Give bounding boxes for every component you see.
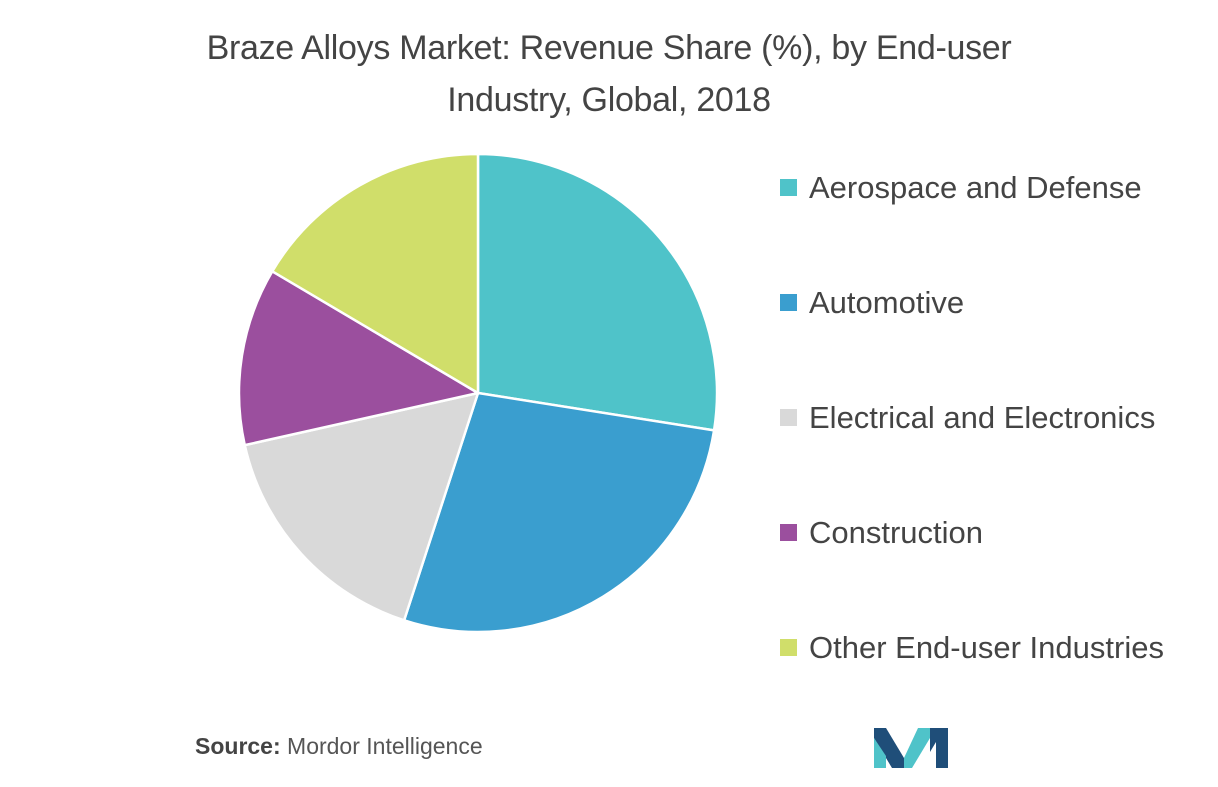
mordor-intelligence-logo-icon <box>874 728 948 768</box>
legend-label: Construction <box>809 515 984 550</box>
source-text: Mordor Intelligence <box>287 733 483 759</box>
legend-swatch <box>780 639 797 657</box>
source-note: Source: Mordor Intelligence <box>195 733 483 760</box>
legend-swatch <box>780 179 797 197</box>
legend-item-other-end-user-industries: Other End-user Industries <box>780 628 1164 668</box>
pie-slice-aerospace-and-defense <box>476 152 719 432</box>
chart-title-line-1: Braze Alloys Market: Revenue Share (%), … <box>206 29 1012 67</box>
legend-item-construction: Construction <box>780 513 983 553</box>
legend-swatch <box>780 294 797 312</box>
legend-label: Electrical and Electronics <box>809 400 1156 435</box>
pie-slice-electrical-and-electronics <box>243 391 480 622</box>
pie-slice-automotive <box>402 391 716 634</box>
legend-label: Other End-user Industries <box>809 630 1164 665</box>
legend-item-automotive: Automotive <box>780 283 964 323</box>
legend-item-electrical-and-electronics: Electrical and Electronics <box>780 398 1155 438</box>
legend-swatch <box>780 409 797 427</box>
pie-slice-other-end-user-industries <box>271 152 480 395</box>
legend-label: Automotive <box>809 285 965 320</box>
legend-item-aerospace-and-defense: Aerospace and Defense <box>780 168 1142 208</box>
source-label: Source: <box>195 733 281 759</box>
pie-slice-construction <box>237 270 480 447</box>
legend-swatch <box>780 524 797 542</box>
chart-title-line-2: Industry, Global, 2018 <box>447 81 771 119</box>
legend-label: Aerospace and Defense <box>809 170 1142 205</box>
chart-title: Braze Alloys Market: Revenue Share (%), … <box>0 22 1218 126</box>
